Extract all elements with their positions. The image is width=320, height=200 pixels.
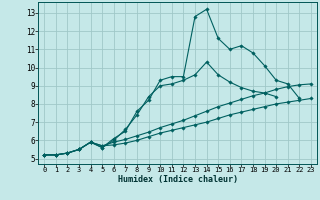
X-axis label: Humidex (Indice chaleur): Humidex (Indice chaleur) [118,175,238,184]
